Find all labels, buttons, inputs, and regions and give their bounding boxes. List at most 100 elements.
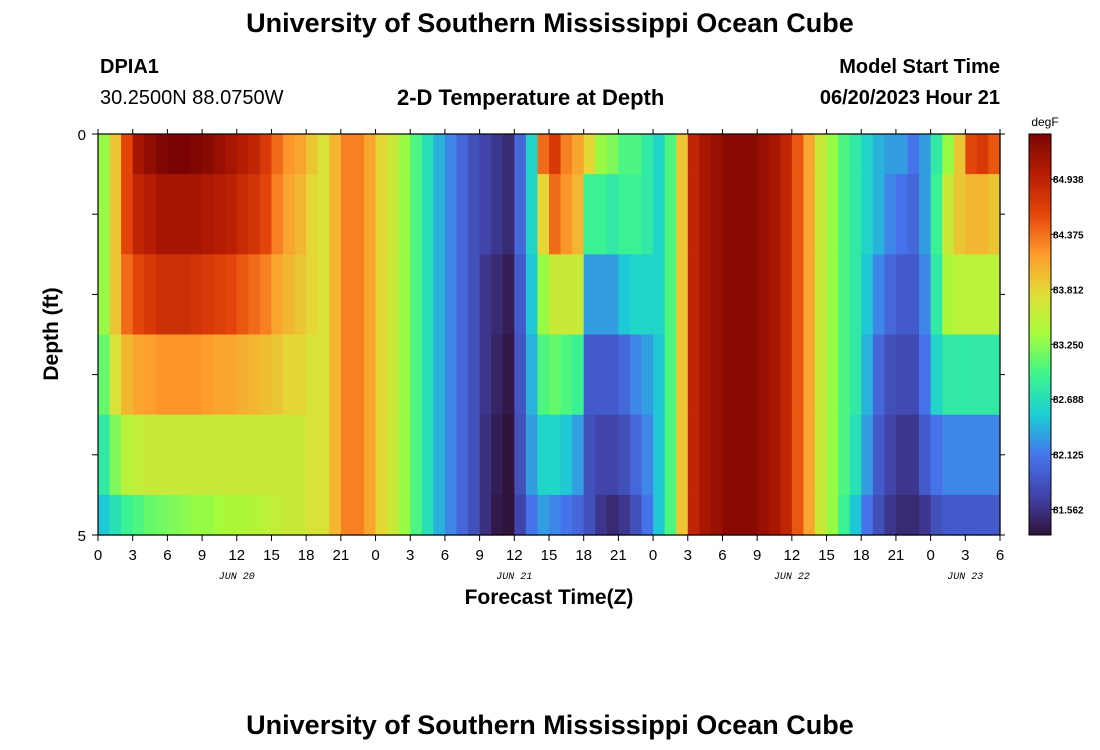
heatmap-cell: [872, 134, 885, 175]
x-tick-label: 21: [610, 547, 627, 564]
heatmap-cell: [953, 414, 966, 496]
heatmap-cell: [225, 174, 238, 255]
heatmap-cell: [514, 414, 527, 496]
x-tick-label: 12: [506, 547, 523, 564]
heatmap-cell: [491, 174, 504, 255]
heatmap-cell: [340, 254, 354, 336]
heatmap-cell: [780, 134, 793, 175]
heatmap-cell: [213, 334, 226, 416]
heatmap-cell: [606, 494, 619, 536]
heatmap-cell: [849, 254, 862, 336]
heatmap-cell: [710, 134, 724, 175]
heatmap-cell: [329, 134, 342, 175]
heatmap-cell: [687, 134, 700, 175]
heatmap-cell: [803, 174, 816, 255]
x-tick-label: 9: [198, 547, 206, 564]
heatmap-cell: [190, 334, 203, 416]
heatmap-cell: [340, 414, 354, 496]
heatmap-cell: [202, 334, 215, 416]
heatmap-cell: [433, 334, 446, 416]
heatmap-cell: [907, 334, 920, 416]
heatmap-cell: [502, 134, 515, 175]
heatmap-cell: [583, 174, 596, 255]
heatmap-cell: [710, 494, 724, 536]
heatmap-cell: [190, 494, 203, 536]
heatmap-cell: [895, 254, 909, 336]
heatmap-cell: [976, 494, 990, 536]
heatmap-cell: [202, 494, 215, 536]
heatmap-cell: [676, 134, 689, 175]
heatmap-cell: [213, 414, 226, 496]
heatmap-cell: [514, 494, 527, 536]
heatmap-cell: [560, 254, 573, 336]
colorbar-label: 84.938: [1053, 175, 1084, 186]
heatmap-cell: [537, 254, 550, 336]
heatmap-cell: [907, 174, 920, 255]
heatmap-cell: [132, 134, 145, 175]
heatmap-cell: [456, 334, 469, 416]
heatmap-cell: [861, 174, 874, 255]
heatmap-cell: [421, 254, 434, 336]
heatmap-cell: [722, 494, 735, 536]
heatmap-cell: [791, 334, 805, 416]
heatmap-cell: [178, 414, 192, 496]
heatmap-cell: [745, 174, 758, 255]
heatmap-cell: [826, 494, 839, 536]
heatmap-cell: [317, 334, 330, 416]
heatmap-cell: [768, 134, 781, 175]
heatmap-cell: [155, 254, 168, 336]
heatmap-cell: [433, 494, 446, 536]
heatmap-cell: [618, 134, 631, 175]
heatmap-cell: [745, 134, 758, 175]
heatmap-cell: [525, 494, 539, 536]
heatmap-cell: [306, 414, 319, 496]
heatmap-cell: [803, 254, 816, 336]
heatmap-cell: [780, 494, 793, 536]
heatmap-cell: [109, 334, 122, 416]
heatmap-cell: [109, 414, 122, 496]
heatmap-cell: [560, 494, 573, 536]
plot-title: 2-D Temperature at Depth: [397, 85, 665, 110]
heatmap-cell: [410, 334, 423, 416]
heatmap-cell: [919, 414, 932, 496]
heatmap-cell: [121, 334, 134, 416]
x-tick-label: 6: [441, 547, 449, 564]
heatmap-cell: [919, 134, 932, 175]
heatmap-cell: [595, 334, 608, 416]
heatmap-cell: [248, 134, 261, 175]
heatmap-cell: [363, 494, 377, 536]
heatmap-cell: [849, 134, 862, 175]
heatmap-cell: [306, 134, 319, 175]
heatmap-cell: [676, 254, 689, 336]
heatmap-cell: [849, 174, 862, 255]
heatmap-cell: [653, 334, 666, 416]
heatmap-cell: [919, 494, 932, 536]
heatmap-cell: [629, 134, 643, 175]
y-axis-title: Depth (ft): [40, 287, 63, 380]
heatmap-cell: [178, 134, 192, 175]
colorbar-label: 84.375: [1053, 230, 1084, 241]
heatmap-cell: [225, 494, 238, 536]
heatmap-cell: [352, 414, 365, 496]
heatmap-cell: [456, 414, 469, 496]
heatmap-cell: [248, 494, 261, 536]
heatmap-cell: [849, 334, 862, 416]
heatmap-cell: [710, 414, 724, 496]
heatmap-cell: [98, 134, 111, 175]
heatmap-cell: [606, 174, 619, 255]
heatmap-cell: [225, 334, 238, 416]
heatmap-cell: [468, 174, 481, 255]
heatmap-cell: [317, 134, 330, 175]
heatmap-cell: [572, 254, 585, 336]
heatmap-cell: [259, 174, 273, 255]
x-tick-label: 9: [753, 547, 761, 564]
heatmap-cell: [768, 254, 781, 336]
heatmap-cell: [225, 134, 238, 175]
heatmap-cell: [98, 414, 111, 496]
x-tick-label: 15: [818, 547, 835, 564]
day-label: JUN 22: [774, 572, 810, 583]
heatmap-cell: [306, 494, 319, 536]
heatmap-cell: [907, 494, 920, 536]
x-tick-label: 6: [718, 547, 726, 564]
heatmap-cell: [375, 334, 388, 416]
